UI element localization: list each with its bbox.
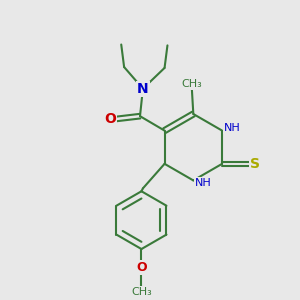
Text: CH₃: CH₃ xyxy=(131,287,152,297)
Text: NH: NH xyxy=(224,123,241,133)
Text: NH: NH xyxy=(195,178,212,188)
Text: S: S xyxy=(250,157,260,171)
Text: O: O xyxy=(104,112,116,126)
Text: N: N xyxy=(137,82,149,96)
Text: CH₃: CH₃ xyxy=(182,79,202,89)
Text: O: O xyxy=(136,261,147,274)
